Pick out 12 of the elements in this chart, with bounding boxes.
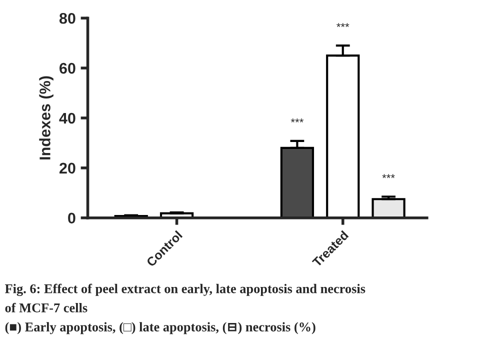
- annotation: ***: [336, 23, 350, 28]
- annotation: ***: [382, 174, 395, 178]
- text: (■) Early apoptosis, (□) late apoptosis, (⊟) necrosis (%): [5, 322, 316, 334]
- y-tick-label: 40: [59, 112, 76, 124]
- caption: Fig. 6: Effect of peel extract on early, late apoptosis and necrosis: [4, 284, 366, 296]
- annotation: ***: [290, 118, 304, 122]
- y-axis-title: Indexes (%): [39, 76, 54, 160]
- text: of MCF-7 cells: [5, 302, 88, 312]
- y-tick-label: 80: [59, 12, 76, 24]
- y-tick-label: 60: [60, 62, 76, 74]
- y-tick-label: 0: [68, 212, 76, 224]
- y-tick-label: 20: [60, 162, 76, 174]
